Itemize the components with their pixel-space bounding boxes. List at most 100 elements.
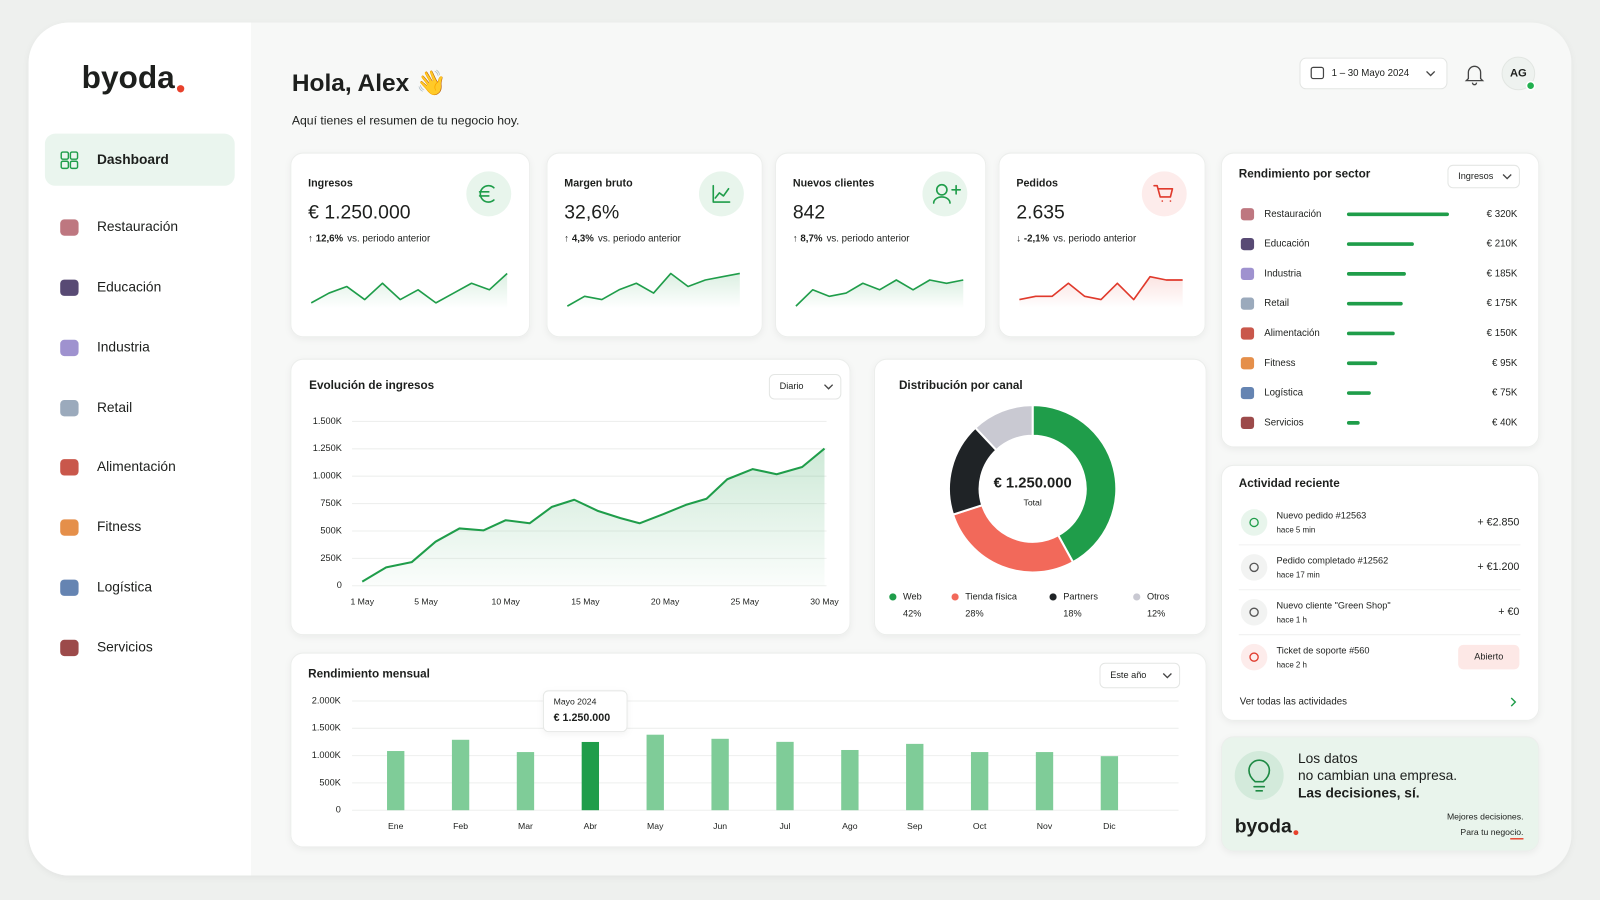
bell-icon[interactable] bbox=[1464, 65, 1485, 86]
dropdown[interactable] bbox=[1099, 662, 1181, 689]
sector-icon bbox=[1240, 416, 1255, 429]
promo-tagline: Para tu negocio. bbox=[1460, 827, 1523, 837]
kpi-title: Ingresos bbox=[308, 178, 353, 190]
bar bbox=[1346, 301, 1403, 306]
y-tick-label: 2.000K bbox=[312, 695, 342, 705]
dropdown-label: Ingresos bbox=[1458, 171, 1494, 181]
legend-label: Tienda física bbox=[965, 591, 1018, 601]
kpi-change: ↑ 8,7% bbox=[793, 233, 823, 244]
line bbox=[361, 447, 826, 583]
sector-label: Logística bbox=[1264, 388, 1303, 399]
sector-icon bbox=[1240, 386, 1255, 400]
legend-label: Web bbox=[903, 591, 922, 601]
y-tick-label: 1.000K bbox=[313, 471, 343, 481]
nav-icon bbox=[60, 579, 79, 596]
promo-highlight: Las decisiones, sí. bbox=[1298, 786, 1420, 801]
activity-item-time: hace 5 min bbox=[1277, 526, 1316, 535]
x-tick-label: Mar bbox=[518, 821, 533, 831]
kpi-value: 2.635 bbox=[1016, 201, 1065, 223]
sector-icon bbox=[1240, 327, 1255, 340]
dropdown[interactable] bbox=[768, 373, 842, 400]
x-tick-label: 1 May bbox=[350, 596, 374, 606]
activity-amount: + €1.200 bbox=[1477, 561, 1519, 573]
promo-line: no cambian una empresa. bbox=[1298, 768, 1457, 783]
chart-card bbox=[290, 652, 1207, 848]
date-picker[interactable] bbox=[1299, 57, 1448, 90]
sparkline-area bbox=[1019, 276, 1183, 309]
x-tick-label: 15 May bbox=[571, 596, 600, 606]
kpi-change: ↓ -2,1% bbox=[1016, 233, 1049, 244]
status-dot bbox=[1525, 80, 1536, 91]
kpi-title: Nuevos clientes bbox=[793, 178, 875, 190]
x-tick-label: 25 May bbox=[731, 596, 760, 606]
sector-value: € 95K bbox=[1492, 358, 1518, 369]
sector-label: Educación bbox=[1264, 239, 1309, 250]
chevron bbox=[1426, 70, 1436, 77]
promo-icon-bg bbox=[1234, 751, 1284, 800]
sparkline-area bbox=[311, 273, 508, 309]
chart-title: Rendimiento mensual bbox=[308, 668, 430, 681]
sector-label: Fitness bbox=[1264, 358, 1295, 369]
kpi-icon bbox=[1153, 184, 1174, 202]
activity-icon-bg bbox=[1240, 598, 1268, 626]
kpi-value: € 1.250.000 bbox=[308, 201, 411, 223]
x-tick-label: Jun bbox=[713, 821, 727, 831]
sector-icon bbox=[1240, 208, 1255, 221]
x-tick-label: 10 May bbox=[492, 596, 521, 606]
line-area bbox=[362, 448, 825, 586]
legend-swatch bbox=[1133, 593, 1141, 601]
kpi-icon-bg bbox=[1141, 171, 1187, 217]
nav-item[interactable]: Fitness bbox=[97, 519, 141, 534]
chart-title: Evolución de ingresos bbox=[309, 379, 435, 392]
x-tick-label: Jul bbox=[779, 821, 790, 831]
y-tick-label: 1.250K bbox=[313, 443, 343, 453]
chevron bbox=[824, 384, 834, 390]
date-range: 1 – 30 Mayo 2024 bbox=[1332, 68, 1410, 79]
nav-item[interactable]: Dashboard bbox=[97, 152, 169, 167]
nav-icon bbox=[69, 160, 79, 170]
activity-item-title: Nuevo cliente "Green Shop" bbox=[1277, 601, 1391, 611]
bar bbox=[1346, 212, 1449, 217]
activity-icon bbox=[1249, 517, 1259, 528]
nav-icon bbox=[60, 639, 79, 657]
bar bbox=[451, 739, 470, 811]
bar bbox=[1346, 242, 1414, 246]
bar bbox=[1100, 756, 1119, 811]
legend-swatch bbox=[889, 593, 897, 601]
nav-icon bbox=[60, 519, 79, 536]
activity-amount: + €2.850 bbox=[1477, 516, 1519, 528]
kpi-icon bbox=[712, 184, 731, 203]
x-tick-label: Dic bbox=[1103, 821, 1116, 831]
sparkline bbox=[566, 272, 740, 307]
nav-item[interactable]: Educación bbox=[97, 279, 161, 294]
nav-item[interactable]: Alimentación bbox=[97, 459, 176, 474]
tooltip-title: Mayo 2024 bbox=[554, 696, 597, 706]
nav-icon bbox=[60, 160, 70, 170]
chevron bbox=[1162, 673, 1172, 679]
promo-line: Los datos bbox=[1298, 751, 1358, 766]
activity-link[interactable]: Ver todas las actividades bbox=[1240, 697, 1347, 708]
nav-item[interactable]: Industria bbox=[97, 340, 150, 355]
activity-item-title: Ticket de soporte #560 bbox=[1277, 645, 1370, 655]
nav-item[interactable]: Logística bbox=[97, 579, 152, 594]
chart-card bbox=[1220, 152, 1540, 448]
bar bbox=[1346, 421, 1360, 425]
kpi-title: Pedidos bbox=[1016, 178, 1058, 190]
nav-item[interactable]: Servicios bbox=[97, 640, 153, 655]
dropdown[interactable] bbox=[1447, 164, 1520, 189]
legend-value: 12% bbox=[1147, 609, 1165, 619]
y-tick-label: 0 bbox=[336, 805, 341, 815]
sector-icon bbox=[1240, 237, 1255, 251]
avatar[interactable] bbox=[1501, 56, 1536, 91]
bar bbox=[841, 749, 859, 811]
y-tick-label: 1.000K bbox=[312, 750, 342, 760]
activity-amount: + €0 bbox=[1498, 606, 1519, 618]
y-tick-label: 500K bbox=[320, 525, 342, 535]
bar bbox=[516, 752, 535, 811]
nav-icon bbox=[60, 279, 79, 296]
nav-item[interactable]: Retail bbox=[97, 400, 132, 415]
nav-active bbox=[44, 133, 235, 186]
sparkline bbox=[1019, 275, 1183, 301]
nav-item[interactable]: Restauración bbox=[97, 219, 178, 234]
